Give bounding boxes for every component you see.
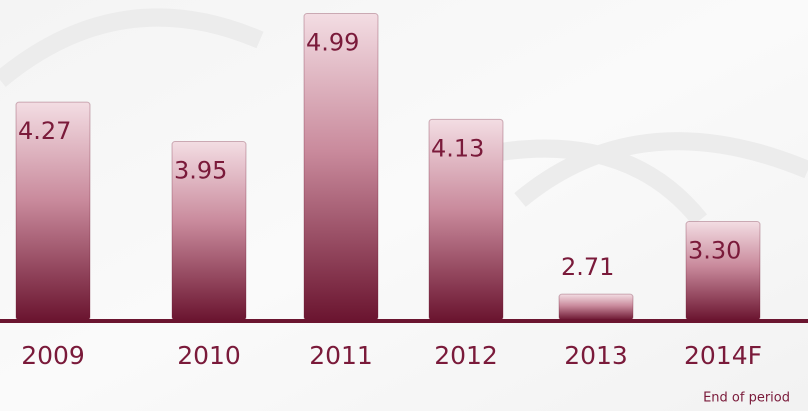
x-tick-label: 2013 (564, 341, 628, 370)
bar (303, 13, 379, 321)
x-tick-label: 2010 (177, 341, 241, 370)
x-tick-label: 2011 (309, 341, 373, 370)
bar (558, 293, 634, 321)
value-label: 4.13 (431, 134, 484, 162)
x-tick-label: 2009 (21, 341, 85, 370)
value-label: 4.27 (18, 117, 71, 145)
value-label: 4.99 (306, 29, 359, 57)
value-label: 3.95 (174, 157, 227, 185)
value-label: 2.71 (561, 253, 614, 281)
annotation: End of period (703, 391, 790, 406)
x-tick-label: 2014F (684, 341, 762, 370)
value-label: 3.30 (688, 237, 741, 265)
x-tick-label: 2012 (434, 341, 498, 370)
